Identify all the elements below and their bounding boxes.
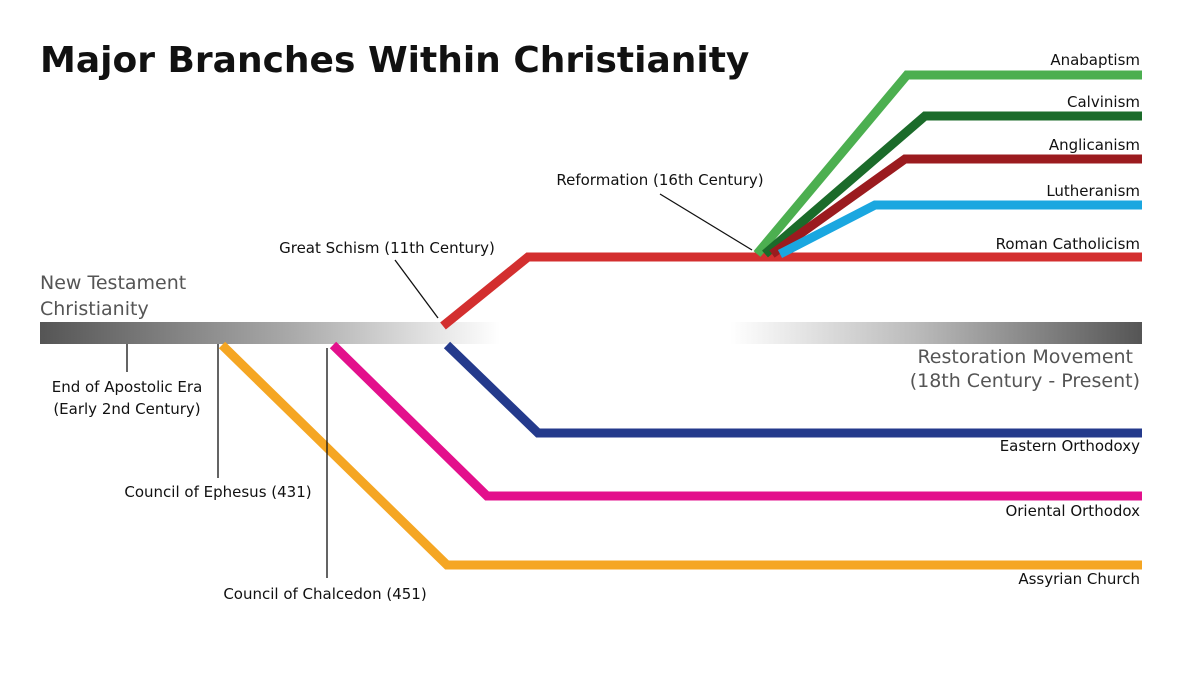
restoration-label: Restoration Movement	[917, 346, 1133, 368]
branch-label: Assyrian Church	[1018, 570, 1140, 588]
title: Major Branches Within Christianity	[40, 40, 749, 81]
branch-line	[218, 341, 1142, 570]
origin-label: New Testament	[40, 272, 186, 294]
origin-label: Christianity	[40, 298, 149, 320]
branch-line	[769, 154, 1142, 258]
branch-line	[753, 70, 1142, 257]
event-label: Council of Chalcedon (451)	[223, 585, 426, 603]
event-label: End of Apostolic Era	[52, 378, 203, 396]
trunk	[40, 322, 500, 344]
event-label: Reformation (16th Century)	[556, 171, 763, 189]
branch-label: Anglicanism	[1049, 136, 1140, 154]
event-label: Great Schism (11th Century)	[279, 239, 495, 257]
restoration-label: (18th Century - Present)	[910, 370, 1140, 392]
branch-line	[777, 200, 1142, 258]
branch-line	[329, 341, 1142, 501]
branches	[218, 70, 1142, 570]
branch-label: Roman Catholicism	[996, 235, 1140, 253]
branch-label: Calvinism	[1067, 93, 1140, 111]
branch-label: Anabaptism	[1050, 51, 1140, 69]
branch-label: Lutheranism	[1046, 182, 1140, 200]
branch-line	[440, 252, 1142, 330]
event-label: Council of Ephesus (431)	[124, 483, 311, 501]
branch-line	[762, 111, 1142, 258]
branch-line	[443, 341, 1142, 438]
branch-label: Eastern Orthodoxy	[1000, 437, 1140, 455]
event-leader	[394, 259, 439, 319]
event-label: (Early 2nd Century)	[53, 400, 200, 418]
event-leader	[659, 193, 753, 251]
restoration-bar	[730, 322, 1142, 344]
branch-label: Oriental Orthodox	[1005, 502, 1140, 520]
labels: Anabaptism Calvinism Anglicanism Lutheranis…	[40, 51, 1140, 603]
